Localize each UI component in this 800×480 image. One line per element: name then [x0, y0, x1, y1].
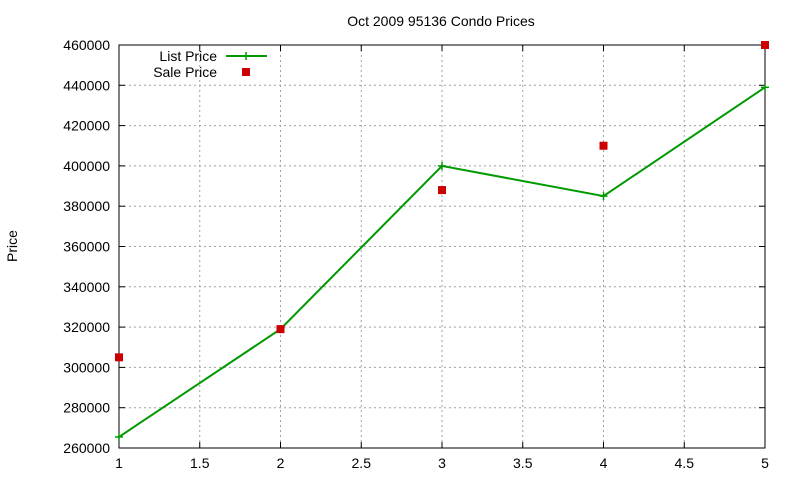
- x-tick-label: 2.5: [352, 455, 372, 471]
- x-tick-label: 5: [761, 455, 769, 471]
- x-tick-label: 3: [438, 455, 446, 471]
- legend-marker: [242, 52, 250, 60]
- y-tick-label: 420000: [63, 118, 110, 134]
- y-tick-label: 440000: [63, 77, 110, 93]
- y-tick-label: 380000: [63, 198, 110, 214]
- axes: 1 1.5 2 2.5 3 3.5 4 4.5 5 260000 280000 300000 32000…: [63, 37, 769, 471]
- y-axis-label: Price: [4, 230, 20, 262]
- chart-title: Oct 2009 95136 Condo Prices: [347, 13, 535, 29]
- y-tick-label: 280000: [63, 400, 110, 416]
- list-price-point: [438, 161, 446, 170]
- sale-price-point: [276, 325, 285, 334]
- list-price-line: [118, 86, 766, 438]
- list-price-point: [761, 83, 769, 92]
- plot-area: [115, 41, 769, 441]
- x-tick-label: 4: [600, 455, 608, 471]
- x-tick-label: 3.5: [513, 455, 533, 471]
- list-price-point: [599, 192, 608, 201]
- x-tick-label: 2: [277, 455, 285, 471]
- legend-label: List Price: [159, 48, 217, 64]
- y-tick-label: 360000: [63, 239, 110, 255]
- y-tick-label: 460000: [63, 37, 110, 53]
- legend-entry-list-price: List Price: [159, 48, 267, 64]
- x-tick-label: 1: [115, 455, 123, 471]
- legend-marker: [242, 68, 250, 76]
- x-tick-label: 4.5: [675, 455, 695, 471]
- x-tick-label: 1.5: [190, 455, 210, 471]
- legend-entry-sale-price: Sale Price: [153, 64, 250, 80]
- y-tick-label: 340000: [63, 279, 110, 295]
- series-sale-price: [115, 41, 769, 362]
- y-tick-label: 300000: [63, 359, 110, 375]
- sale-price-point: [761, 41, 769, 49]
- grid: [119, 45, 765, 448]
- y-tick-label: 260000: [63, 440, 110, 456]
- sale-price-point: [438, 186, 446, 195]
- sale-price-point: [115, 353, 123, 362]
- y-tick-label: 400000: [63, 158, 110, 174]
- list-price-point: [115, 432, 123, 441]
- sale-price-point: [599, 141, 608, 150]
- y-tick-label: 320000: [63, 319, 110, 335]
- legend-label: Sale Price: [153, 64, 217, 80]
